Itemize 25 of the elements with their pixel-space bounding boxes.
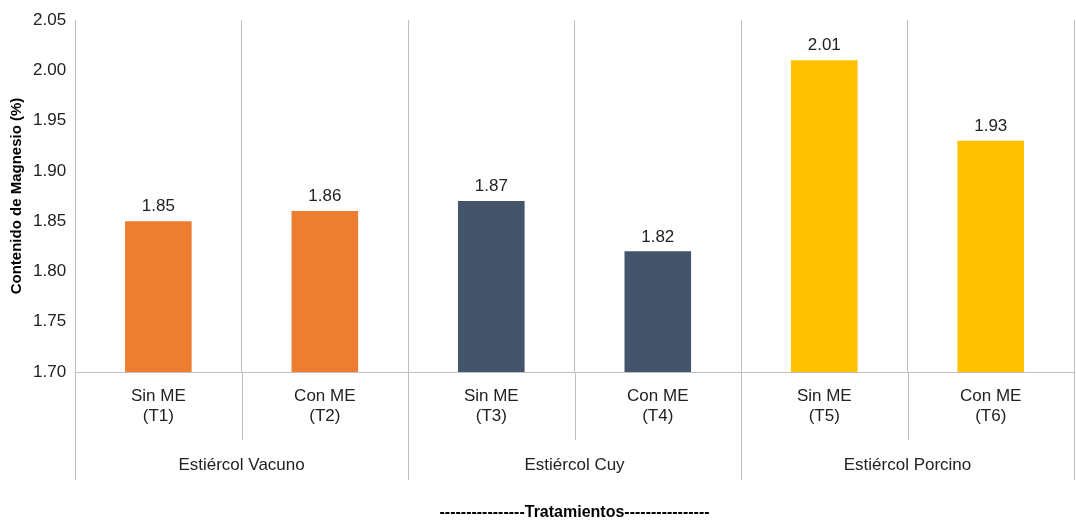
x-tick-label: Sin ME (T5)	[796, 385, 852, 426]
y-axis-title: Contenido de Magnesio (%)	[7, 97, 25, 295]
text: Estiércol Porcino	[843, 454, 972, 474]
x-tick-label: Con ME (T2)	[294, 385, 356, 426]
y-tick-label: 1.85	[32, 210, 67, 230]
text: Estiércol Vacuno	[178, 454, 305, 474]
y-tick-label: 1.75	[32, 311, 67, 331]
data-label: 2.01	[807, 35, 841, 55]
data-label: 1.82	[641, 226, 675, 246]
x-axis-title: ----------------Tratamientos----------------	[439, 502, 710, 520]
y-tick-label: 1.90	[32, 160, 67, 180]
y-tick-label: 1.70	[32, 361, 67, 381]
data-label: 1.87	[474, 176, 508, 196]
y-tick-label: 1.80	[32, 261, 67, 281]
y-tick-label: 2.00	[32, 59, 67, 79]
data-label: 1.93	[974, 115, 1008, 135]
text: Estiércol Cuy	[524, 454, 626, 474]
x-tick-label: Sin ME (T3)	[463, 385, 519, 426]
x-tick-label: Con ME (T6)	[960, 385, 1022, 426]
y-tick-label: 2.05	[32, 9, 67, 29]
data-label: 1.86	[308, 186, 342, 206]
x-tick-label: Con ME (T4)	[627, 385, 689, 426]
data-label: 1.85	[141, 196, 175, 216]
y-tick-label: 1.95	[32, 110, 67, 130]
x-tick-label: Sin ME (T1)	[130, 385, 186, 426]
